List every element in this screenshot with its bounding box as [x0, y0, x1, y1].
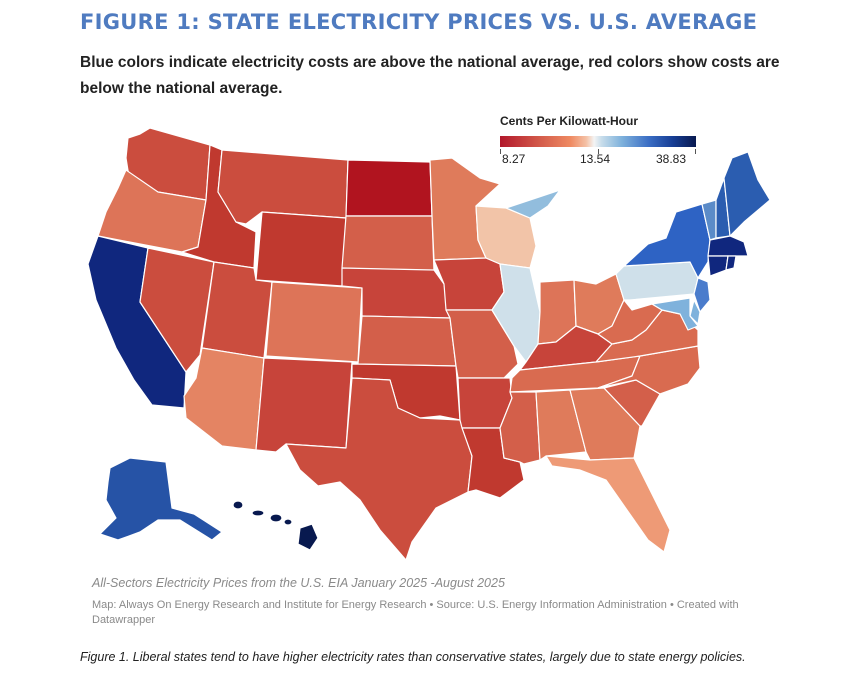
- figure-caption: Figure 1. Liberal states tend to have hi…: [80, 650, 746, 664]
- state-AZ[interactable]: [183, 347, 265, 451]
- state-PA[interactable]: [615, 261, 699, 301]
- legend-gradient-bar: [500, 136, 696, 147]
- legend-tick-max: [695, 149, 696, 154]
- state-MI[interactable]: [505, 189, 561, 219]
- state-DE[interactable]: [689, 299, 701, 325]
- state-RI[interactable]: [725, 255, 737, 271]
- state-HI-island[interactable]: [232, 500, 244, 510]
- legend-label-min: 8.27: [502, 152, 526, 166]
- legend-title: Cents Per Kilowatt-Hour: [500, 114, 639, 128]
- state-NJ[interactable]: [693, 277, 711, 313]
- state-NM[interactable]: [255, 357, 353, 453]
- state-NC[interactable]: [597, 345, 701, 395]
- state-ND[interactable]: [345, 159, 433, 217]
- state-SD[interactable]: [341, 215, 435, 273]
- state-AL[interactable]: [535, 389, 587, 461]
- color-legend: Cents Per Kilowatt-Hour 8.27 13.54 38.83: [500, 114, 700, 174]
- state-ME[interactable]: [723, 151, 771, 237]
- state-KS[interactable]: [357, 315, 457, 367]
- legend-tick-mid: [598, 149, 599, 154]
- legend-label-mid: 13.54: [580, 152, 611, 166]
- state-HI-island[interactable]: [283, 518, 293, 526]
- state-HI-island[interactable]: [269, 513, 283, 523]
- state-CO[interactable]: [265, 281, 363, 363]
- state-MD[interactable]: [651, 297, 699, 331]
- state-CT[interactable]: [707, 255, 729, 277]
- legend-label-max: 38.83: [656, 152, 687, 166]
- data-source-caption: All-Sectors Electricity Prices from the …: [92, 576, 505, 590]
- map-credit: Map: Always On Energy Research and Insti…: [92, 599, 739, 626]
- state-HI-island[interactable]: [251, 509, 265, 517]
- state-HI[interactable]: [297, 523, 319, 551]
- state-AK[interactable]: [99, 457, 223, 541]
- state-FL[interactable]: [545, 455, 671, 553]
- legend-tick-min: [500, 149, 501, 154]
- chart-subtitle: Blue colors indicate electricity costs a…: [80, 54, 780, 97]
- state-WY[interactable]: [255, 211, 347, 287]
- state-MA[interactable]: [707, 235, 749, 257]
- state-TX[interactable]: [285, 377, 473, 561]
- chart-title: FIGURE 1: STATE ELECTRICITY PRICES VS. U…: [80, 10, 758, 34]
- state-NV[interactable]: [139, 247, 215, 373]
